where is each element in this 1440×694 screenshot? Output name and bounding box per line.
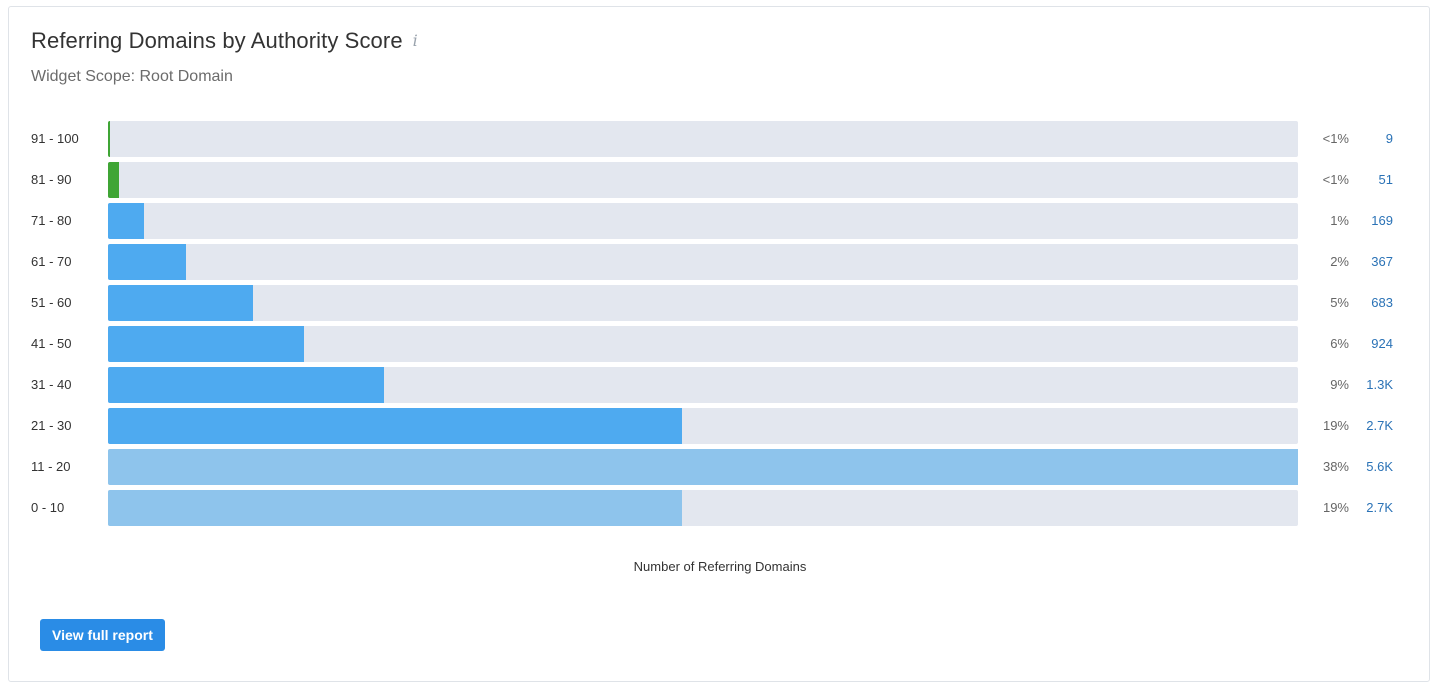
- bar[interactable]: [108, 326, 304, 362]
- count-link[interactable]: 9: [1385, 131, 1393, 146]
- bar-track: [108, 367, 1298, 403]
- chart-row: 51 - 60 5% 683: [31, 285, 1393, 321]
- bar-track: [108, 408, 1298, 444]
- count-link[interactable]: 2.7K: [1366, 500, 1393, 515]
- percent-label: 1%: [1330, 213, 1349, 228]
- bar[interactable]: [108, 285, 253, 321]
- category-label: 51 - 60: [31, 295, 72, 310]
- count-link[interactable]: 924: [1371, 336, 1393, 351]
- widget-scope: Widget Scope: Root Domain: [31, 68, 233, 85]
- percent-label: 2%: [1330, 254, 1349, 269]
- bar[interactable]: [108, 162, 119, 198]
- authority-score-bar-chart: 91 - 100 <1% 9 81 - 90 <1% 51 71 - 80 1% 169 61 -…: [31, 121, 1393, 531]
- chart-row: 0 - 10 19% 2.7K: [31, 490, 1393, 526]
- chart-row: 71 - 80 1% 169: [31, 203, 1393, 239]
- count-link[interactable]: 367: [1371, 254, 1393, 269]
- chart-row: 41 - 50 6% 924: [31, 326, 1393, 362]
- percent-label: <1%: [1322, 172, 1349, 187]
- bar[interactable]: [108, 449, 1298, 485]
- category-label: 91 - 100: [31, 131, 79, 146]
- bar-track: [108, 121, 1298, 157]
- count-link[interactable]: 1.3K: [1366, 377, 1393, 392]
- chart-row: 11 - 20 38% 5.6K: [31, 449, 1393, 485]
- category-label: 71 - 80: [31, 213, 72, 228]
- bar[interactable]: [108, 244, 186, 280]
- chart-row: 21 - 30 19% 2.7K: [31, 408, 1393, 444]
- count-link[interactable]: 683: [1371, 295, 1393, 310]
- category-label: 61 - 70: [31, 254, 72, 269]
- bar-track: [108, 203, 1298, 239]
- percent-label: 19%: [1322, 418, 1349, 433]
- percent-label: 6%: [1330, 336, 1349, 351]
- count-link[interactable]: 51: [1378, 172, 1393, 187]
- bar-track: [108, 162, 1298, 198]
- chart-row: 61 - 70 2% 367: [31, 244, 1393, 280]
- chart-row: 81 - 90 <1% 51: [31, 162, 1393, 198]
- category-label: 0 - 10: [31, 500, 65, 515]
- widget-title: Referring Domains by Authority Score: [31, 28, 403, 53]
- chart-row: 31 - 40 9% 1.3K: [31, 367, 1393, 403]
- chart-row: 91 - 100 <1% 9: [31, 121, 1393, 157]
- bar-track: [108, 449, 1298, 485]
- percent-label: 38%: [1322, 459, 1349, 474]
- percent-label: 19%: [1322, 500, 1349, 515]
- bar[interactable]: [108, 367, 384, 403]
- percent-label: 5%: [1330, 295, 1349, 310]
- bar[interactable]: [108, 121, 110, 157]
- category-label: 31 - 40: [31, 377, 72, 392]
- bar-track: [108, 326, 1298, 362]
- view-full-report-button[interactable]: View full report: [40, 619, 165, 651]
- bar-track: [108, 285, 1298, 321]
- category-label: 81 - 90: [31, 172, 72, 187]
- bar[interactable]: [108, 408, 682, 444]
- percent-label: 9%: [1330, 377, 1349, 392]
- widget-header: Referring Domains by Authority Score i: [31, 28, 418, 54]
- count-link[interactable]: 2.7K: [1366, 418, 1393, 433]
- category-label: 11 - 20: [31, 459, 71, 474]
- count-link[interactable]: 5.6K: [1366, 459, 1393, 474]
- percent-label: <1%: [1322, 131, 1349, 146]
- x-axis-label: Number of Referring Domains: [633, 559, 807, 574]
- category-label: 41 - 50: [31, 336, 72, 351]
- bar[interactable]: [108, 203, 144, 239]
- count-link[interactable]: 169: [1371, 213, 1393, 228]
- bar[interactable]: [108, 490, 682, 526]
- category-label: 21 - 30: [31, 418, 72, 433]
- bar-track: [108, 244, 1298, 280]
- bar-track: [108, 490, 1298, 526]
- info-icon[interactable]: i: [412, 31, 418, 50]
